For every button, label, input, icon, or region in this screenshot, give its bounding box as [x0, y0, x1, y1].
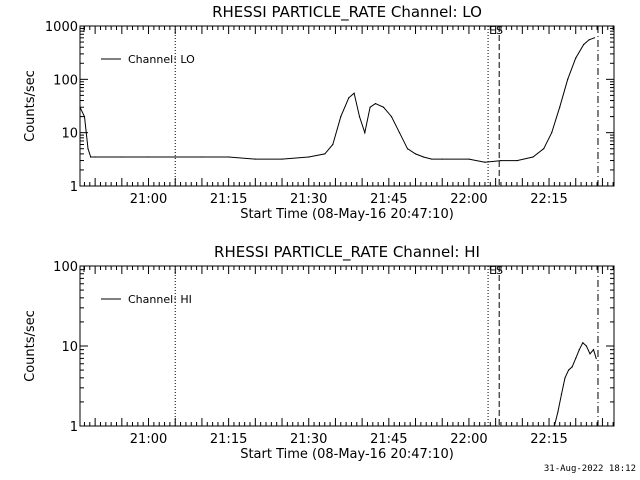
chart2-xtick-label: 22:00 [450, 432, 487, 447]
chart2-data-point [595, 357, 597, 359]
chart1-data-point [374, 103, 377, 105]
chart1-data-point [201, 156, 203, 158]
chart1-data-point [332, 143, 334, 146]
chart1-data-point [94, 156, 96, 158]
chart1-marker-label-es: ES [489, 24, 503, 37]
chart1-data-point [398, 132, 401, 134]
chart2-xtick-label: 21:30 [290, 432, 327, 447]
chart1-data-point [593, 37, 596, 39]
chart2-plot-frame [79, 265, 615, 427]
chart1-ytick-label: 1000 [45, 20, 78, 35]
chart2-data-point [575, 357, 577, 359]
chart1-ytick-label: 100 [53, 73, 78, 88]
chart1-xtick-label: 21:45 [370, 192, 407, 207]
chart1-data-point [358, 116, 361, 118]
chart2-data-point [560, 393, 563, 395]
chart1-xlabel: Start Time (08-May-16 20:47:10) [240, 207, 454, 222]
chart2-data-point [578, 349, 580, 351]
chart1-data-point [543, 148, 545, 150]
chart1-data-point [468, 158, 470, 160]
chart1-data-point [583, 43, 585, 46]
chart1-data-point [87, 148, 89, 150]
chart1-xtick-label: 21:30 [290, 192, 327, 207]
chart1-data-point [308, 156, 310, 158]
chart1-data-point [281, 158, 283, 160]
chart1-data-point [324, 153, 326, 155]
chart1-ytick-label: 10 [61, 127, 78, 142]
chart1-data-point [364, 132, 366, 134]
chart1-data-point [484, 161, 486, 163]
chart1-data-point [559, 106, 561, 108]
chart2-xtick-label: 21:00 [130, 432, 167, 447]
chart2-data-point [553, 425, 555, 427]
chart2-series-line [553, 341, 597, 427]
chart2-ytick-label: 10 [61, 340, 78, 355]
chart1-data-point [254, 158, 256, 160]
chart2-ylabel: Counts/sec [23, 310, 38, 382]
chart2-data-point [582, 342, 584, 344]
chart1-data-point [441, 158, 443, 160]
chart1-xtick-label: 21:15 [210, 192, 247, 207]
chart2-data-point [568, 369, 570, 371]
chart1-data-point [532, 156, 534, 158]
chart1-data-point [340, 116, 342, 118]
chart1-plot-frame [79, 25, 615, 187]
chart1-ytick-label: 1 [70, 180, 78, 195]
chart1-xtick-label: 22:00 [450, 192, 487, 207]
chart1-data-point [228, 156, 230, 158]
chart2-data-point [585, 345, 588, 347]
chart1-data-point [567, 78, 569, 80]
chart1-data-point [147, 156, 150, 158]
chart1-title: RHESSI PARTICLE_RATE Channel: LO [212, 3, 482, 22]
chart2-data-point [571, 366, 573, 368]
chart1-data-point [83, 116, 86, 118]
chart2-legend-label: Channel: HI [128, 293, 192, 306]
chart1-data-point [551, 132, 553, 134]
chart1-data-point [414, 153, 417, 155]
chart1-xtick-label: 22:15 [530, 192, 567, 207]
chart1-data-point [406, 148, 409, 150]
chart1-data-point [588, 39, 590, 41]
chart1-data-point [422, 156, 425, 158]
chart1-data-point [121, 156, 123, 158]
chart1-ylabel: Counts/sec [23, 70, 38, 142]
chart1-data-point [174, 156, 176, 158]
chart2-xtick-label: 22:15 [530, 432, 567, 447]
chart2-data-point [592, 349, 595, 351]
chart2-xtick-label: 21:45 [370, 432, 407, 447]
chart2-data-point [564, 377, 566, 379]
chart1-data-point [390, 116, 393, 118]
chart1-legend-label: Channel: LO [128, 53, 195, 66]
chart1-data-point [348, 97, 350, 99]
chart2-ytick-label: 1 [70, 420, 78, 435]
chart1-xtick-label: 21:00 [130, 192, 167, 207]
chart1-data-point [382, 106, 385, 108]
chart2-marker-label-es: ES [489, 264, 503, 277]
chart1-data-point [430, 158, 433, 160]
chart2-title: RHESSI PARTICLE_RATE Channel: HI [214, 243, 480, 262]
chart2-ytick-label: 100 [53, 260, 78, 275]
chart1-data-point [500, 159, 502, 162]
chart2-xtick-label: 21:15 [210, 432, 247, 447]
chart2-xlabel: Start Time (08-May-16 20:47:10) [240, 447, 454, 462]
chart1-data-point [575, 57, 577, 59]
chart1-data-point [79, 106, 81, 108]
chart2-data-point [557, 411, 559, 413]
chart1-data-point [516, 159, 518, 162]
chart1-data-point [90, 156, 92, 158]
chart1-data-point [353, 92, 355, 94]
footer-timestamp: 31-Aug-2022 18:12 [543, 464, 636, 474]
chart1-data-point [369, 106, 371, 108]
chart2-data-point [589, 353, 591, 355]
